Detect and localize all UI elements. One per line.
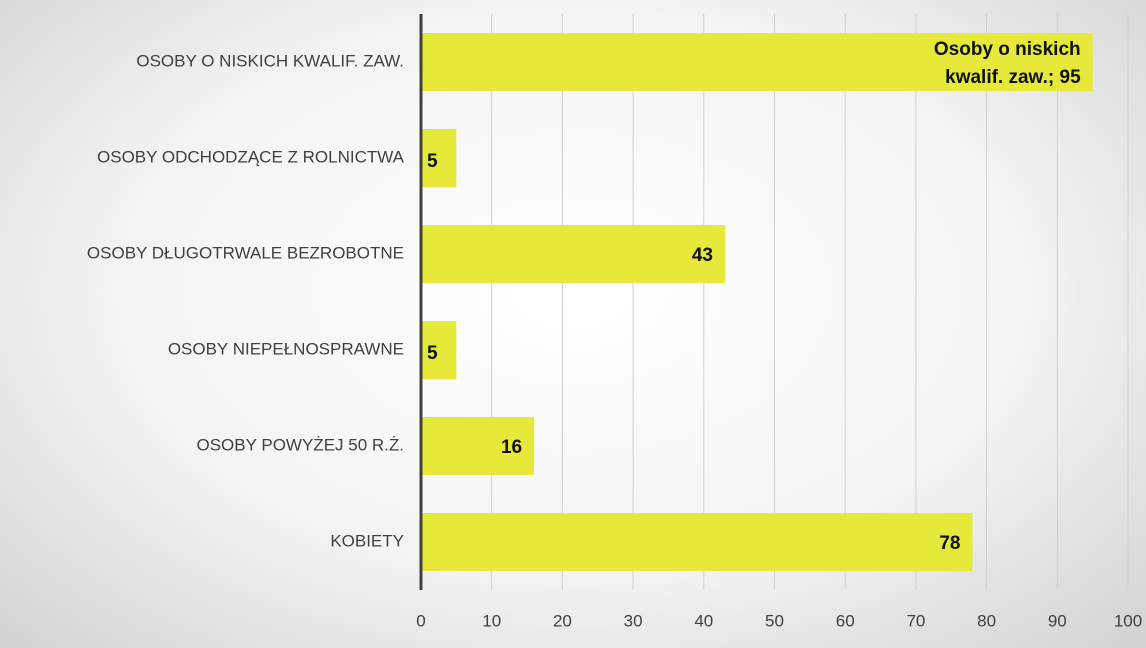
bar — [421, 225, 726, 283]
y-tick-label: OSOBY ODCHODZĄCE Z ROLNICTWA — [97, 147, 405, 166]
x-tick-label: 90 — [1048, 611, 1067, 630]
x-tick-label: 10 — [482, 611, 501, 630]
x-tick-label: 60 — [836, 611, 855, 630]
x-tick-label: 0 — [416, 611, 425, 630]
data-label: 16 — [500, 437, 523, 458]
bar — [421, 513, 973, 571]
x-tick-label: 20 — [553, 611, 572, 630]
x-tick-label: 50 — [765, 611, 784, 630]
y-tick-label: OSOBY DŁUGOTRWALE BEZROBOTNE — [87, 243, 404, 262]
y-tick-label: OSOBY O NISKICH KWALIF. ZAW. — [136, 51, 404, 70]
data-label: 43 — [691, 245, 713, 266]
y-tick-label: OSOBY POWYŻEJ 50 R.Ż. — [196, 435, 404, 454]
y-tick-label: KOBIETY — [330, 531, 404, 550]
bar — [421, 321, 457, 379]
data-label: 5 — [427, 151, 438, 172]
data-label: 5 — [427, 343, 438, 364]
x-tick-label: 40 — [694, 611, 713, 630]
x-tick-label: 100 — [1114, 611, 1142, 630]
data-label: 78 — [939, 533, 961, 554]
bar — [421, 129, 457, 187]
bar — [421, 33, 1093, 91]
bar — [421, 417, 535, 475]
y-tick-label: OSOBY NIEPEŁNOSPRAWNE — [168, 339, 404, 358]
data-label: Osoby o niskich kwalif. zaw.; 95 — [933, 39, 1081, 88]
x-tick-label: 80 — [977, 611, 996, 630]
x-tick-label: 30 — [624, 611, 643, 630]
x-tick-label: 70 — [906, 611, 925, 630]
